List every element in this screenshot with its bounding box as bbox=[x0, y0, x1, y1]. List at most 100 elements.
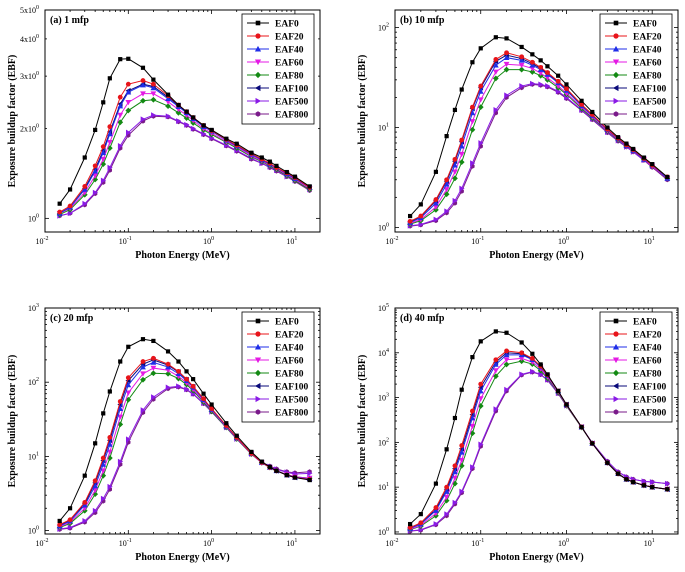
y-tick-base: 2x10 bbox=[20, 125, 36, 134]
legend-marker bbox=[613, 409, 619, 415]
data-point bbox=[444, 484, 450, 490]
legend-label: EAF100 bbox=[275, 383, 309, 393]
data-point bbox=[67, 517, 73, 523]
legend-marker bbox=[612, 71, 620, 79]
data-point bbox=[504, 36, 509, 41]
data-point bbox=[259, 155, 264, 160]
data-point bbox=[469, 423, 476, 430]
data-point bbox=[57, 209, 63, 215]
y-axis-label: Exposure buildup factor (EBF) bbox=[7, 355, 18, 488]
data-point bbox=[92, 478, 98, 484]
data-point bbox=[57, 522, 63, 528]
data-point bbox=[92, 163, 98, 169]
data-point bbox=[106, 455, 113, 461]
panel-label: (d) 40 mfp bbox=[400, 313, 445, 324]
data-point bbox=[665, 174, 670, 180]
data-point bbox=[545, 70, 550, 75]
y-tick-exponent: 4 bbox=[386, 348, 389, 354]
legend-item-eaf40: EAF40 bbox=[605, 46, 662, 56]
legend-box bbox=[599, 311, 673, 423]
data-point bbox=[201, 131, 207, 137]
x-tick-exponent: -2 bbox=[394, 538, 399, 544]
legend: EAF0 EAF20 EAF40 EAF60 EAF80 EAF100 EAF500 EAF8… bbox=[241, 13, 315, 125]
data-point bbox=[150, 84, 157, 91]
data-point bbox=[224, 421, 229, 426]
legend-label: EAF800 bbox=[633, 409, 667, 419]
legend-label: EAF60 bbox=[275, 357, 304, 367]
legend-marker bbox=[255, 97, 262, 105]
data-point bbox=[117, 119, 124, 126]
legend-marker bbox=[612, 45, 620, 52]
legend-item-eaf100: EAF100 bbox=[605, 383, 667, 393]
data-point bbox=[469, 415, 476, 421]
data-point bbox=[641, 483, 646, 488]
data-point bbox=[452, 475, 458, 481]
data-point bbox=[503, 61, 510, 68]
legend-item-eaf500: EAF500 bbox=[247, 98, 309, 108]
data-point bbox=[555, 78, 561, 84]
data-point bbox=[190, 125, 197, 132]
data-point bbox=[649, 479, 656, 485]
y-axis-label: Exposure buildup factor (EBF) bbox=[357, 55, 368, 188]
legend-marker bbox=[254, 45, 262, 52]
legend-label: EAF60 bbox=[275, 59, 304, 69]
data-point bbox=[538, 81, 544, 88]
legend-marker bbox=[255, 395, 262, 403]
data-point bbox=[57, 201, 62, 206]
y-tick-base: 10 bbox=[28, 304, 36, 313]
data-point bbox=[545, 64, 550, 69]
legend-marker bbox=[255, 111, 261, 117]
x-tick-label: 10-1 bbox=[119, 236, 132, 246]
data-point bbox=[624, 141, 629, 146]
data-point bbox=[477, 396, 484, 402]
data-point bbox=[100, 156, 107, 163]
legend-item-eaf100: EAF100 bbox=[247, 383, 309, 393]
legend-label: EAF20 bbox=[633, 33, 662, 43]
legend-label: EAF80 bbox=[275, 370, 304, 380]
data-point bbox=[82, 473, 87, 478]
x-tick-base: 10 bbox=[36, 539, 44, 548]
x-tick-label: 10-1 bbox=[119, 538, 132, 548]
data-point bbox=[504, 348, 509, 354]
x-axis-label: Photon Energy (MeV) bbox=[135, 250, 229, 261]
data-point bbox=[579, 424, 584, 430]
data-point bbox=[100, 461, 107, 467]
data-point bbox=[307, 477, 312, 483]
data-point bbox=[545, 372, 550, 377]
x-tick-exponent: 0 bbox=[211, 236, 214, 242]
data-point bbox=[518, 356, 525, 362]
data-point bbox=[458, 457, 465, 464]
x-tick-exponent: -1 bbox=[127, 236, 132, 242]
legend-item-eaf80: EAF80 bbox=[247, 72, 304, 82]
data-point bbox=[538, 64, 544, 70]
data-point bbox=[82, 518, 88, 524]
data-point bbox=[624, 477, 629, 482]
x-tick-base: 10 bbox=[471, 539, 479, 548]
y-tick-base: 10 bbox=[378, 24, 386, 33]
data-point bbox=[478, 339, 483, 344]
data-point bbox=[418, 202, 423, 207]
legend-item-eaf60: EAF60 bbox=[247, 357, 304, 367]
x-tick-base: 10 bbox=[644, 237, 652, 246]
data-point bbox=[433, 204, 439, 210]
y-tick-label: 2x100 bbox=[20, 124, 39, 134]
data-point bbox=[503, 361, 510, 368]
data-point bbox=[150, 81, 156, 87]
data-point bbox=[175, 109, 182, 116]
data-point bbox=[556, 388, 561, 394]
data-point bbox=[443, 187, 450, 193]
data-point bbox=[564, 82, 569, 87]
data-point bbox=[492, 75, 499, 82]
y-tick-exponent: 1 bbox=[386, 123, 389, 129]
legend-label: EAF60 bbox=[633, 59, 662, 69]
legend-box bbox=[241, 311, 315, 423]
data-point bbox=[117, 405, 124, 411]
legend-box bbox=[599, 13, 673, 125]
data-point bbox=[93, 127, 98, 133]
data-point bbox=[444, 447, 449, 452]
data-point bbox=[67, 210, 73, 217]
legend-label: EAF80 bbox=[275, 72, 304, 82]
data-point bbox=[92, 483, 99, 489]
legend-label: EAF0 bbox=[633, 318, 657, 328]
data-point bbox=[478, 83, 484, 89]
